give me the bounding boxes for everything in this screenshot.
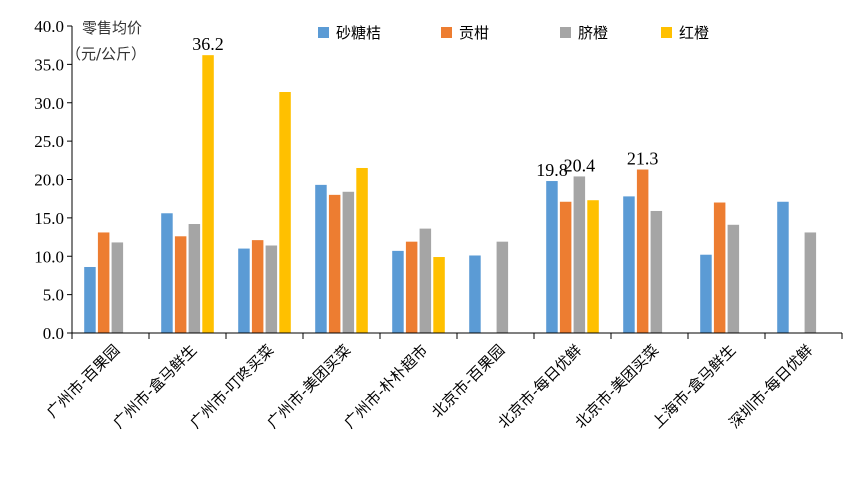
y-tick-label: 10.0 — [34, 247, 64, 266]
bar-4-1 — [405, 241, 418, 333]
bar-4-3 — [433, 257, 445, 333]
bar-4-0 — [392, 250, 404, 333]
y-axis: 0.0 5.0 10.0 15.0 20.0 25.0 30.0 35.0 40.0 — [34, 17, 73, 343]
x-category-label: 深圳市-每日优鲜 — [726, 341, 817, 432]
bar-8-2 — [727, 224, 740, 333]
bar-7-1 — [636, 169, 649, 333]
y-axis-label-line1: 零售均价 — [82, 19, 142, 37]
y-tick-label: 15.0 — [34, 209, 64, 228]
bar-6-3 — [587, 200, 599, 333]
bar-6-2 — [573, 176, 586, 333]
x-category-label: 广州市-百果园 — [43, 341, 123, 421]
y-axis-label-line2: （元/公斤） — [66, 45, 146, 63]
y-tick-label: 30.0 — [34, 94, 64, 113]
x-category-label: 北京市-百果园 — [428, 341, 508, 421]
bar-9-0 — [777, 201, 789, 333]
bar-8-0 — [700, 254, 712, 333]
legend-label: 贡柑 — [459, 24, 489, 42]
bar-2-1 — [251, 240, 264, 333]
legend-swatch — [441, 27, 452, 38]
x-category-label: 广州市-朴朴超市 — [341, 341, 432, 432]
legend-swatch — [661, 27, 672, 38]
data-label: 19.8 — [536, 160, 568, 180]
bar-2-0 — [238, 248, 250, 333]
data-label: 20.4 — [564, 155, 596, 175]
bar-3-0 — [315, 184, 327, 333]
bar-0-1 — [97, 232, 110, 333]
bar-2-3 — [279, 92, 291, 333]
y-tick-label: 5.0 — [43, 286, 64, 305]
bars — [84, 55, 817, 333]
data-label: 21.3 — [627, 149, 659, 169]
bar-3-1 — [328, 194, 341, 333]
bar-3-2 — [342, 191, 355, 333]
bar-2-2 — [265, 245, 278, 333]
bar-4-2 — [419, 228, 432, 333]
legend-swatch — [318, 27, 329, 38]
bar-0-0 — [84, 266, 96, 333]
y-tick-label: 20.0 — [34, 171, 64, 190]
bar-5-2 — [496, 241, 509, 333]
bar-1-3 — [202, 55, 214, 333]
legend-label: 脐橙 — [578, 24, 608, 42]
y-tick-label: 40.0 — [34, 17, 64, 36]
y-tick-label: 0.0 — [43, 324, 64, 343]
y-tick-label: 25.0 — [34, 132, 64, 151]
bar-8-1 — [713, 202, 726, 333]
bar-7-2 — [650, 210, 663, 333]
bar-1-1 — [174, 236, 187, 333]
bar-6-1 — [559, 201, 572, 333]
bar-1-0 — [161, 213, 173, 333]
bar-9-2 — [804, 232, 817, 333]
bar-3-3 — [356, 167, 368, 333]
bar-5-0 — [469, 255, 481, 333]
bar-1-2 — [188, 224, 201, 333]
legend-swatch — [560, 27, 571, 38]
legend: 砂糖桔 贡柑 脐橙 红橙 — [318, 24, 709, 42]
data-labels: 36.2 19.820.4 21.3 — [192, 34, 658, 180]
bar-0-2 — [111, 242, 124, 333]
bar-7-0 — [623, 196, 635, 333]
bar-6-0 — [546, 181, 558, 333]
legend-label: 红橙 — [679, 24, 709, 42]
x-axis: 广州市-百果园广州市-盒马鲜生广州市-叮咚买菜广州市-美团买菜广州市-朴朴超市北… — [43, 332, 843, 432]
legend-label: 砂糖桔 — [336, 24, 381, 42]
y-tick-label: 35.0 — [34, 55, 64, 74]
data-label: 36.2 — [192, 34, 224, 54]
